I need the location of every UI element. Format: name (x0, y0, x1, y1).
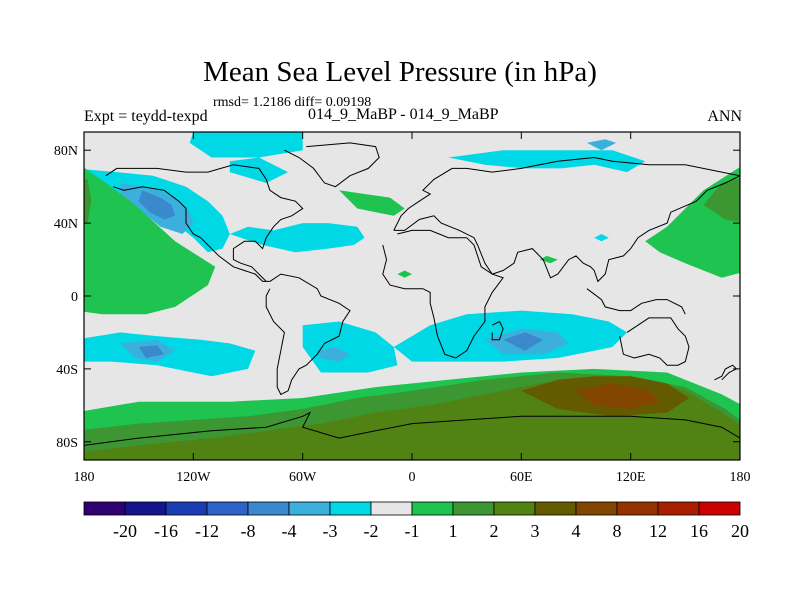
colorbar-swatch (247, 501, 290, 516)
colorbar-swatch (493, 501, 536, 516)
coast-new-zealand (714, 364, 738, 381)
colorbar-label: 16 (690, 521, 708, 541)
region-pacific-cyan-dot (594, 234, 609, 242)
y-tick-label: 80S (56, 436, 78, 451)
y-tick-label: 40N (54, 217, 78, 232)
colorbar-label: 8 (613, 521, 622, 541)
colorbar-swatch (575, 501, 618, 516)
x-tick-label: 120W (176, 470, 211, 485)
colorbar-swatch (698, 501, 741, 516)
coast-south-america (265, 273, 351, 396)
colorbar-label: 12 (649, 521, 667, 541)
region-far-east-dark (703, 178, 740, 222)
colorbar-swatch (534, 501, 577, 516)
colorbar-label: -2 (364, 521, 379, 541)
x-tick-label: 180 (730, 470, 751, 485)
y-tick-label: 40S (56, 363, 78, 378)
coast-eurasia (393, 156, 740, 231)
colorbar-swatch (370, 501, 413, 516)
coast-indonesia (586, 288, 686, 315)
region-south-atlantic-blue (317, 347, 350, 362)
x-tick-label: 60E (510, 470, 533, 485)
map-area (84, 132, 740, 460)
x-tick-label: 60W (289, 470, 317, 485)
region-sahara-green (397, 270, 412, 278)
coast-greenland (284, 142, 380, 188)
x-axis: 180 120W 60W 0 60E 120E 180 (74, 132, 751, 485)
region-canada-cyan (229, 157, 289, 183)
region-south-atlantic-cyan (302, 321, 398, 373)
coast-madagascar (491, 320, 504, 341)
colorbar-label: 2 (490, 521, 499, 541)
y-tick-label: 0 (71, 290, 78, 305)
region-north-pacific-core (138, 190, 176, 220)
colorbar-swatch (288, 501, 331, 516)
x-tick-label: 120E (616, 470, 646, 485)
x-tick-label: 180 (74, 470, 95, 485)
chart-title: Mean Sea Level Pressure (in hPa) (203, 56, 597, 88)
colorbar-label: -8 (241, 521, 256, 541)
colorbar-label: -20 (113, 521, 137, 541)
colorbar-swatch (452, 501, 495, 516)
coastlines (84, 142, 740, 446)
colorbar-label: 1 (449, 521, 458, 541)
colorbar-label: -4 (282, 521, 297, 541)
colorbar-label: 4 (572, 521, 581, 541)
region-arabia-green (539, 255, 558, 264)
coast-east-asia (393, 175, 740, 283)
contour-regions (84, 132, 740, 460)
colorbar-label: -16 (154, 521, 178, 541)
colorbar-label: -12 (195, 521, 219, 541)
colorbar-swatch (83, 501, 126, 516)
colorbar-label: -3 (323, 521, 338, 541)
region-indian-core (503, 332, 544, 351)
y-tick-label: 80N (54, 144, 78, 159)
region-europe-green (339, 190, 405, 216)
colorbar-swatch (616, 501, 659, 516)
colorbar-label: 20 (731, 521, 749, 541)
colorbar-label: 3 (531, 521, 540, 541)
coast-antarctica (84, 411, 740, 446)
experiment-label: Expt = teydd-texpd (84, 108, 208, 125)
region-antarctic-core (576, 383, 660, 409)
coast-africa (382, 229, 504, 359)
coast-north-america (105, 164, 304, 282)
colorbar-swatch (411, 501, 454, 516)
colorbar-swatch (329, 501, 372, 516)
colorbar-swatch (206, 501, 249, 516)
coast-australia (619, 317, 690, 366)
y-axis: 80N 40N 0 40S 80S (54, 144, 740, 451)
comparison-label: 014_9_MaBP - 014_9_MaBP (308, 106, 499, 123)
colorbar-label: -1 (405, 521, 420, 541)
region-arctic-cyan (189, 132, 303, 158)
region-south-pacific-core (138, 345, 165, 358)
colorbar-swatch (124, 501, 167, 516)
region-eurasia-cyan (448, 150, 646, 173)
colorbar: -20 -16 -12 -8 -4 -3 -2 -1 1 2 3 4 8 12 16 20 (83, 501, 749, 541)
season-label: ANN (707, 108, 742, 125)
x-tick-label: 0 (409, 470, 416, 485)
stats-label: rmsd= 1.2186 diff= 0.09198 (213, 95, 372, 110)
region-west-pacific-dark (84, 179, 92, 225)
region-east-pacific-green (84, 167, 216, 315)
colorbar-swatch (165, 501, 208, 516)
colorbar-swatch (657, 501, 700, 516)
region-siberia-blue (586, 139, 617, 151)
